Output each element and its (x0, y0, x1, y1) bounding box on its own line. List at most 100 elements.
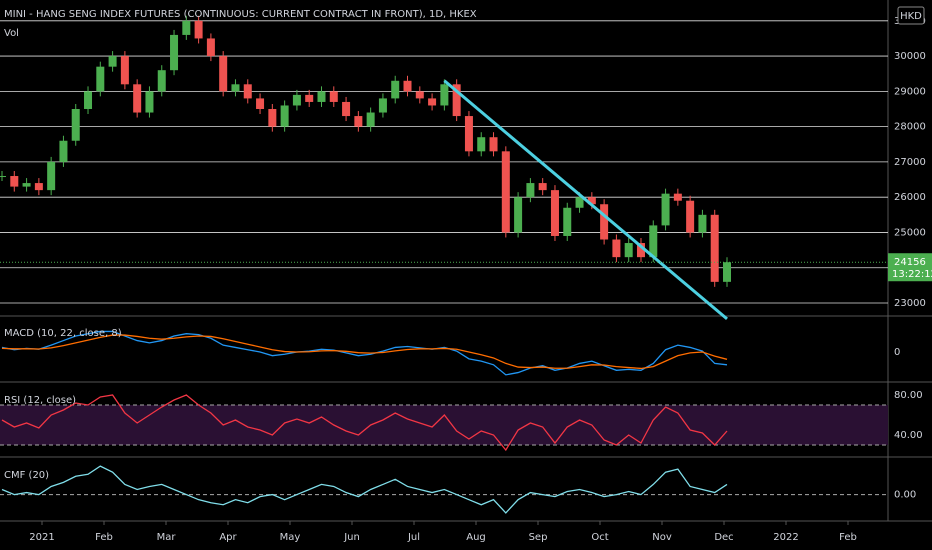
candle (440, 84, 449, 106)
x-tick-label: Apr (219, 532, 237, 543)
candle (243, 84, 252, 99)
trendline (443, 79, 728, 321)
candle (305, 94, 314, 102)
x-tick-label: Feb (839, 532, 857, 543)
y-tick-label: 40.00 (894, 430, 923, 441)
candle (280, 105, 289, 127)
y-tick-label: 80.00 (894, 390, 923, 401)
candle (600, 204, 609, 240)
rsi-band (0, 405, 888, 445)
candle (378, 98, 387, 113)
y-tick-label: 30000 (894, 51, 926, 62)
candle (0, 176, 6, 178)
y-tick-label: 27000 (894, 157, 926, 168)
x-tick-label: Sep (529, 532, 548, 543)
candle (403, 80, 412, 92)
candle (108, 56, 117, 67)
candle (231, 84, 240, 92)
cmf-title: CMF (20) (4, 470, 49, 481)
candle (526, 183, 535, 198)
candle (624, 243, 633, 258)
x-tick-label: Jun (343, 532, 360, 543)
candle (673, 193, 682, 201)
candle (292, 94, 301, 106)
x-tick-label: Mar (157, 532, 177, 543)
candle (391, 80, 400, 99)
x-tick-label: 2022 (773, 532, 798, 543)
cmf-line (1, 465, 728, 514)
x-tick-label: May (280, 532, 301, 543)
candle (550, 190, 559, 236)
candle (563, 207, 572, 236)
candle (59, 140, 68, 162)
x-tick-label: Jul (407, 532, 420, 543)
candle (723, 262, 731, 282)
candle (354, 116, 363, 127)
candle (84, 91, 93, 109)
candle (170, 34, 179, 71)
candle (587, 197, 596, 205)
y-tick-label: 23000 (894, 298, 926, 309)
candle (256, 98, 265, 109)
candle (10, 176, 19, 187)
candle (538, 183, 547, 191)
candle (133, 84, 142, 113)
currency-badge[interactable] (897, 6, 925, 25)
candle (219, 56, 228, 92)
y-tick-label: 28000 (894, 122, 926, 133)
candle (366, 112, 375, 127)
y-tick-label: 0.00 (894, 490, 916, 501)
candle (329, 91, 338, 102)
rsi-line (1, 394, 728, 452)
candle (686, 200, 695, 233)
candle (268, 108, 277, 127)
x-tick-label: Dec (714, 532, 733, 543)
countdown-label: 13:22:12 (892, 269, 932, 280)
candle (34, 183, 43, 191)
y-tick-label: 26000 (894, 192, 926, 203)
candle (501, 151, 510, 233)
x-tick-label: Aug (466, 532, 486, 543)
candle (22, 183, 31, 187)
rsi-title: RSI (12, close) (4, 395, 76, 406)
currency-label: HKD (900, 11, 922, 22)
y-tick-label: 25000 (894, 227, 926, 238)
candle (477, 137, 486, 152)
last-price-badge (888, 253, 932, 282)
candle (661, 193, 670, 226)
candle (612, 239, 621, 258)
candle (575, 197, 584, 208)
candle (415, 91, 424, 99)
x-tick-label: Nov (652, 532, 672, 543)
candle (452, 84, 461, 117)
macd-title: MACD (10, 22, close, 8) (4, 328, 122, 339)
candle (96, 66, 105, 92)
y-tick-label: 29000 (894, 86, 926, 97)
candle (157, 70, 166, 92)
candle (317, 91, 326, 102)
candle (342, 101, 351, 117)
candle (182, 20, 191, 35)
last-price-label: 24156 (894, 257, 926, 268)
candle (489, 137, 498, 152)
candle (636, 243, 645, 258)
candle (194, 20, 203, 39)
candle (206, 38, 215, 57)
y-tick-label: 0 (894, 347, 900, 358)
candle (47, 161, 56, 191)
candle (120, 56, 129, 85)
x-tick-label: Feb (95, 532, 113, 543)
chart-title: MINI - HANG SENG INDEX FUTURES (CONTINUO… (4, 9, 477, 20)
candle (145, 91, 154, 113)
candle (514, 197, 523, 233)
candle (464, 116, 473, 152)
candle (649, 225, 658, 258)
candle (698, 214, 707, 233)
volume-label: Vol (4, 28, 19, 39)
candle (71, 108, 80, 141)
candle (710, 214, 719, 282)
x-tick-label: Oct (591, 532, 608, 543)
candle (428, 98, 437, 106)
x-tick-label: 2021 (29, 532, 54, 543)
